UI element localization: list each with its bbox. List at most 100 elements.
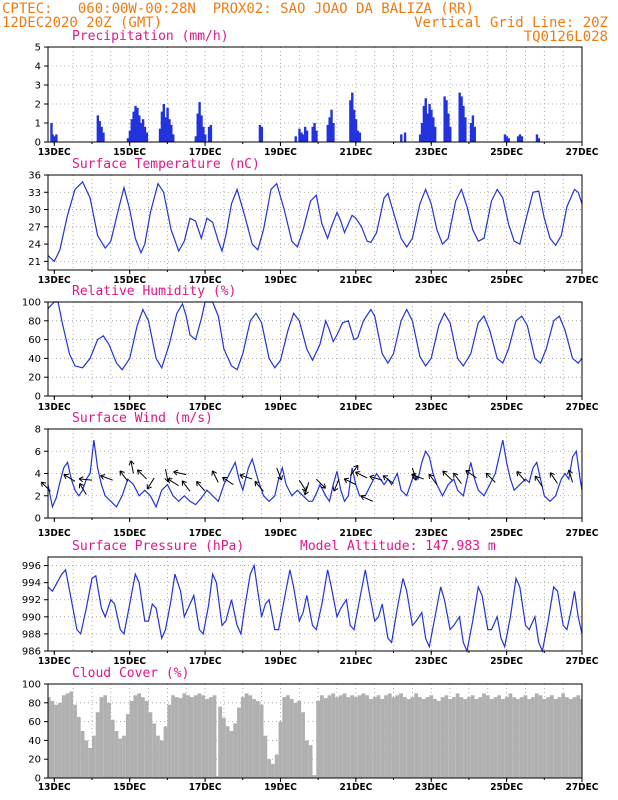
panel-0: 0 1 2 3 4 5 13DEC 15DEC 17DEC 19DEC 21DEC 23DEC 25DE… [35, 29, 599, 158]
precip-bar [460, 96, 463, 142]
cloud-bar [542, 699, 547, 778]
precip-bar [196, 113, 199, 142]
precip-bar [166, 107, 169, 142]
x-tick-label: 21DEC [339, 147, 372, 158]
precip-bar [132, 111, 135, 142]
wind-arrow [78, 483, 87, 495]
x-tick-label: 13DEC [38, 402, 71, 413]
precip-bar [469, 123, 473, 142]
precip-bar [302, 134, 305, 142]
cloud-bar [178, 698, 183, 778]
cloud-bar [549, 695, 554, 778]
cloud-bar [436, 700, 441, 778]
precip-bar [403, 132, 407, 142]
cloud-bar [402, 697, 407, 778]
cloud-bar [84, 740, 89, 778]
precip-bar [447, 113, 450, 142]
y-tick-label: 6 [35, 447, 41, 458]
cloud-bar [553, 699, 558, 778]
cloud-bar [418, 697, 422, 778]
x-tick-label: 27DEC [566, 528, 599, 539]
wind-arrow [343, 477, 357, 486]
x-tick-label: 17DEC [189, 782, 222, 793]
wind-arrow [411, 472, 424, 480]
precip-bar [96, 115, 100, 142]
cloud-bar [171, 695, 175, 778]
cloud-bar [114, 731, 119, 778]
cloud-bar [346, 697, 351, 778]
y-tick-label: 996 [22, 561, 41, 572]
cloud-bar [538, 695, 543, 778]
panel-title: Relative Humidity (%) [72, 284, 236, 299]
precip-bar [53, 136, 56, 142]
wind-arrow [239, 473, 253, 480]
cloud-bar [167, 704, 172, 778]
precip-bar [518, 134, 522, 142]
cloud-bar [263, 735, 268, 778]
wind-arrow [119, 470, 129, 482]
cloud-bar [163, 726, 168, 778]
precip-bar [351, 92, 354, 142]
wind-arrow [136, 469, 147, 480]
cloud-bar [497, 695, 501, 778]
precip-bar [503, 134, 507, 142]
y-tick-label: 100 [22, 298, 41, 309]
precip-bar [354, 119, 358, 142]
precip-bar [313, 123, 316, 142]
cloud-bar [48, 697, 51, 778]
wind-arrow [167, 478, 179, 487]
cloud-bar [88, 747, 92, 778]
precip-bar [170, 124, 173, 142]
header-model-id: TQ0126L028 [523, 29, 608, 45]
wind-arrow [315, 478, 326, 489]
cloud-bar [218, 706, 223, 778]
precip-bar [204, 134, 207, 142]
wind-arrow [173, 469, 187, 476]
wind-arrow [276, 467, 283, 481]
cloud-bar [208, 697, 213, 778]
precip-bar [420, 123, 424, 142]
precip-bar [462, 105, 465, 142]
wind-arrow [303, 482, 310, 496]
cloud-bar [118, 738, 123, 778]
precip-bar [330, 109, 333, 142]
precip-bar [98, 121, 101, 142]
cloud-bar [248, 695, 253, 778]
cloud-bar [54, 704, 59, 778]
cloud-bar [470, 695, 475, 778]
x-tick-label: 21DEC [339, 528, 372, 539]
cloud-bar [205, 699, 209, 778]
y-tick-label: 36 [28, 171, 41, 182]
x-tick-label: 21DEC [339, 402, 372, 413]
cloud-bar [133, 695, 138, 778]
precip-bar [134, 105, 137, 142]
precip-bar [136, 107, 139, 142]
y-tick-label: 986 [22, 647, 41, 658]
precip-bar [126, 138, 130, 142]
series-line [47, 563, 583, 654]
y-tick-label: 2 [35, 100, 41, 111]
y-tick-label: 30 [28, 205, 41, 216]
panel-2: 0 20 40 60 80 100 13DEC 15DEC 17DEC 19DEC 21DEC 23D… [22, 284, 599, 413]
precip-bar [168, 119, 171, 142]
wind-arrow [428, 473, 438, 485]
precip-bar [358, 132, 362, 142]
precip-bar [433, 126, 437, 142]
cloud-bar [244, 693, 249, 778]
precip-bar [260, 126, 264, 142]
wind-arrow [382, 475, 394, 484]
cloud-bar [327, 695, 332, 778]
panel-title: Cloud Cover (%) [72, 666, 189, 681]
precip-bar [311, 126, 314, 142]
precip-bar [158, 128, 162, 142]
wind-arrow [516, 471, 526, 482]
precip-bar [207, 126, 211, 142]
x-tick-label: 15DEC [113, 147, 146, 158]
x-tick-label: 19DEC [264, 275, 297, 286]
x-tick-label: 17DEC [189, 402, 222, 413]
x-tick-label: 13DEC [38, 275, 71, 286]
x-tick-label: 17DEC [189, 528, 222, 539]
cloud-bar [225, 726, 230, 778]
cloud-bar [580, 699, 582, 778]
x-tick-label: 23DEC [415, 147, 448, 158]
